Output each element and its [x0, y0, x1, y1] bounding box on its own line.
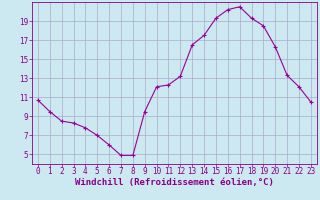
- X-axis label: Windchill (Refroidissement éolien,°C): Windchill (Refroidissement éolien,°C): [75, 178, 274, 187]
